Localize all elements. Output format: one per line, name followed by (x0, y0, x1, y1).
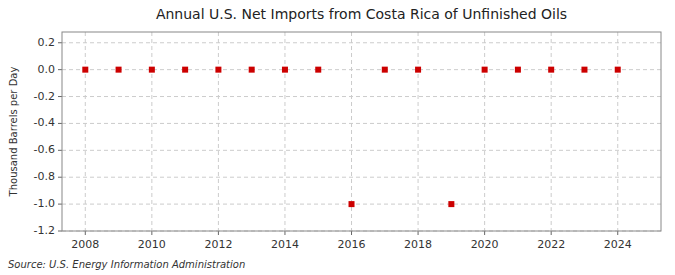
x-tick-label: 2008 (71, 238, 99, 251)
point (482, 67, 488, 73)
y-grid-line (62, 177, 661, 178)
point (82, 67, 88, 73)
x-tick-label: 2020 (471, 238, 499, 251)
x-tick (551, 231, 552, 235)
x-tick-label: 2016 (338, 238, 366, 251)
axes: 0.2 0.0 -0.2 -0.4 -0.6 -0.8 -1.0 -1.2 2008 2010 20… (34, 32, 661, 251)
title: Annual U.S. Net Imports from Costa Rica … (156, 6, 567, 22)
point (415, 67, 421, 73)
x-tick (284, 231, 285, 235)
y-grid-line (62, 150, 661, 151)
grid (62, 32, 661, 231)
x-tick-label: 2018 (404, 238, 432, 251)
x-tick-label: 2024 (604, 238, 632, 251)
x-tick (484, 231, 485, 235)
point (315, 67, 321, 73)
point (615, 67, 621, 73)
y-tick (58, 69, 62, 70)
point (282, 67, 288, 73)
y-tick-label: -0.8 (34, 170, 55, 183)
y-tick-label: -1.0 (34, 197, 55, 210)
y-tick-label: -0.4 (34, 116, 55, 129)
y-axis-label: Thousand Barrels per Day (8, 67, 19, 198)
point (349, 201, 355, 207)
x-tick-label: 2014 (271, 238, 299, 251)
point (581, 67, 587, 73)
x-tick-label: 2012 (204, 238, 232, 251)
point (149, 67, 155, 73)
y-tick (58, 231, 62, 232)
y-tick-label: 0.2 (38, 36, 56, 49)
point (182, 67, 188, 73)
y-tick (58, 150, 62, 151)
y-tick (58, 177, 62, 178)
point (215, 67, 221, 73)
x-grid-line (85, 32, 86, 231)
x-grid-line (151, 32, 152, 231)
point (116, 67, 122, 73)
x-grid-line (551, 32, 552, 231)
point (249, 67, 255, 73)
x-grid-line (617, 32, 618, 231)
y-tick-label: -0.2 (34, 90, 55, 103)
y-tick-label: -0.6 (34, 143, 55, 156)
x-tick (418, 231, 419, 235)
y-tick (58, 96, 62, 97)
x-grid-line (484, 32, 485, 231)
x-grid-line (284, 32, 285, 231)
plot-frame (62, 32, 661, 231)
x-tick-label: 2022 (537, 238, 565, 251)
x-grid-line (218, 32, 219, 231)
y-tick-label: 0.0 (38, 63, 56, 76)
y-tick (58, 204, 62, 205)
x-tick (617, 231, 618, 235)
y-tick (58, 123, 62, 124)
x-tick-label: 2010 (138, 238, 166, 251)
x-tick (85, 231, 86, 235)
chart: 0.2 0.0 -0.2 -0.4 -0.6 -0.8 -1.0 -1.2 2008 2010 20… (0, 0, 675, 275)
source: Source: U.S. Energy Information Administ… (8, 259, 245, 270)
point (548, 67, 554, 73)
x-grid-line (418, 32, 419, 231)
point (448, 201, 454, 207)
point (515, 67, 521, 73)
x-tick (351, 231, 352, 235)
x-tick (151, 231, 152, 235)
data-points (82, 67, 620, 207)
y-tick-label: -1.2 (34, 224, 55, 237)
y-tick (58, 42, 62, 43)
x-tick (218, 231, 219, 235)
point (382, 67, 388, 73)
